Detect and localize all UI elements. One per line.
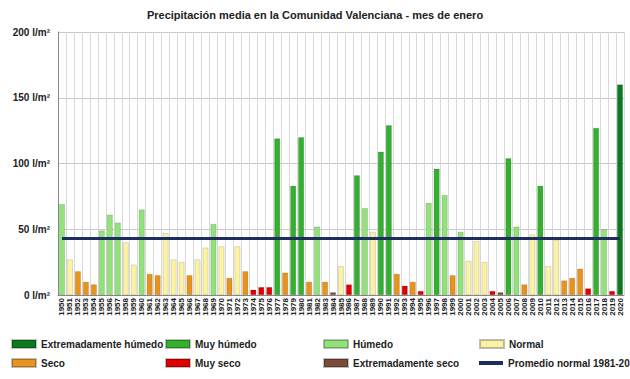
svg-text:1978: 1978 — [280, 298, 290, 316]
svg-text:Muy seco: Muy seco — [195, 358, 241, 369]
svg-text:1985: 1985 — [336, 298, 346, 316]
svg-text:1981: 1981 — [304, 298, 314, 316]
svg-text:1967: 1967 — [193, 298, 202, 316]
svg-text:Extremadamente seco: Extremadamente seco — [353, 358, 459, 369]
svg-text:2008: 2008 — [519, 298, 529, 316]
svg-text:1984: 1984 — [328, 298, 338, 316]
svg-text:2005: 2005 — [495, 298, 505, 316]
svg-text:1965: 1965 — [177, 298, 187, 316]
svg-text:50 l/m²: 50 l/m² — [18, 224, 50, 235]
svg-text:1993: 1993 — [400, 298, 410, 316]
svg-text:1971: 1971 — [224, 298, 234, 316]
svg-text:1961: 1961 — [145, 298, 155, 316]
svg-text:1951: 1951 — [65, 298, 75, 316]
svg-text:2010: 2010 — [535, 298, 545, 316]
svg-text:1955: 1955 — [97, 298, 107, 316]
svg-text:2006: 2006 — [503, 298, 513, 316]
svg-text:1956: 1956 — [105, 298, 115, 316]
svg-text:1953: 1953 — [81, 298, 91, 316]
svg-text:1991: 1991 — [384, 298, 394, 316]
svg-text:1966: 1966 — [185, 298, 194, 316]
svg-text:1997: 1997 — [432, 298, 442, 316]
svg-text:Húmedo: Húmedo — [353, 339, 393, 350]
svg-text:Muy húmedo: Muy húmedo — [195, 339, 257, 350]
svg-text:2016: 2016 — [583, 298, 593, 316]
svg-text:Normal: Normal — [509, 339, 544, 350]
svg-text:1994: 1994 — [408, 298, 418, 316]
svg-text:Seco: Seco — [41, 358, 65, 369]
svg-text:2003: 2003 — [480, 298, 489, 316]
svg-text:1963: 1963 — [161, 298, 171, 316]
svg-text:200 l/m²: 200 l/m² — [13, 27, 51, 38]
svg-text:1999: 1999 — [448, 298, 458, 316]
svg-text:1987: 1987 — [352, 298, 362, 316]
svg-text:1998: 1998 — [440, 298, 450, 316]
svg-text:Promedio normal 1981-2010: Promedio normal 1981-2010 — [508, 358, 630, 369]
svg-text:1976: 1976 — [264, 298, 274, 316]
svg-text:1977: 1977 — [272, 298, 282, 316]
svg-text:150 l/m²: 150 l/m² — [13, 92, 51, 103]
svg-text:2004: 2004 — [488, 298, 497, 316]
svg-text:1972: 1972 — [232, 298, 242, 316]
svg-text:1959: 1959 — [129, 298, 139, 316]
svg-text:1990: 1990 — [376, 298, 386, 316]
svg-text:Extremadamente húmedo: Extremadamente húmedo — [41, 339, 163, 350]
svg-text:2007: 2007 — [511, 298, 521, 316]
svg-text:1974: 1974 — [248, 298, 258, 316]
svg-text:1995: 1995 — [416, 298, 426, 316]
svg-text:0 l/m²: 0 l/m² — [24, 290, 51, 301]
svg-text:2009: 2009 — [527, 298, 537, 316]
svg-text:1979: 1979 — [288, 298, 298, 316]
svg-text:1980: 1980 — [296, 298, 306, 316]
svg-text:1952: 1952 — [73, 298, 83, 316]
svg-text:1958: 1958 — [121, 298, 131, 316]
svg-text:1970: 1970 — [216, 298, 226, 316]
svg-text:2015: 2015 — [575, 298, 585, 316]
svg-text:1964: 1964 — [169, 298, 179, 316]
svg-text:1973: 1973 — [240, 298, 250, 316]
svg-text:2014: 2014 — [567, 298, 577, 316]
svg-text:1996: 1996 — [424, 298, 434, 316]
svg-text:2018: 2018 — [599, 298, 609, 316]
svg-text:1992: 1992 — [392, 298, 402, 316]
svg-text:1962: 1962 — [153, 298, 163, 316]
svg-text:2011: 2011 — [543, 298, 553, 316]
svg-text:Precipitación media en la Comu: Precipitación media en la Comunidad Vale… — [147, 9, 484, 21]
svg-text:1989: 1989 — [368, 298, 378, 316]
svg-text:2002: 2002 — [472, 298, 481, 316]
svg-text:1975: 1975 — [256, 298, 266, 316]
svg-text:1957: 1957 — [113, 298, 123, 316]
svg-text:1969: 1969 — [209, 298, 218, 316]
svg-text:1960: 1960 — [137, 298, 147, 316]
svg-text:1986: 1986 — [344, 298, 354, 316]
svg-text:2001: 2001 — [464, 298, 473, 316]
svg-text:2019: 2019 — [607, 298, 617, 316]
svg-text:2013: 2013 — [559, 298, 569, 316]
svg-text:2012: 2012 — [551, 298, 561, 316]
svg-text:1968: 1968 — [201, 298, 210, 316]
svg-text:2017: 2017 — [591, 298, 601, 316]
svg-text:1983: 1983 — [320, 298, 330, 316]
svg-text:100 l/m²: 100 l/m² — [13, 158, 51, 169]
svg-text:1982: 1982 — [312, 298, 322, 316]
svg-text:1950: 1950 — [57, 298, 67, 316]
svg-text:2000: 2000 — [456, 298, 466, 316]
svg-text:1954: 1954 — [89, 298, 99, 316]
svg-text:2020: 2020 — [616, 297, 625, 315]
svg-text:1988: 1988 — [360, 298, 370, 316]
